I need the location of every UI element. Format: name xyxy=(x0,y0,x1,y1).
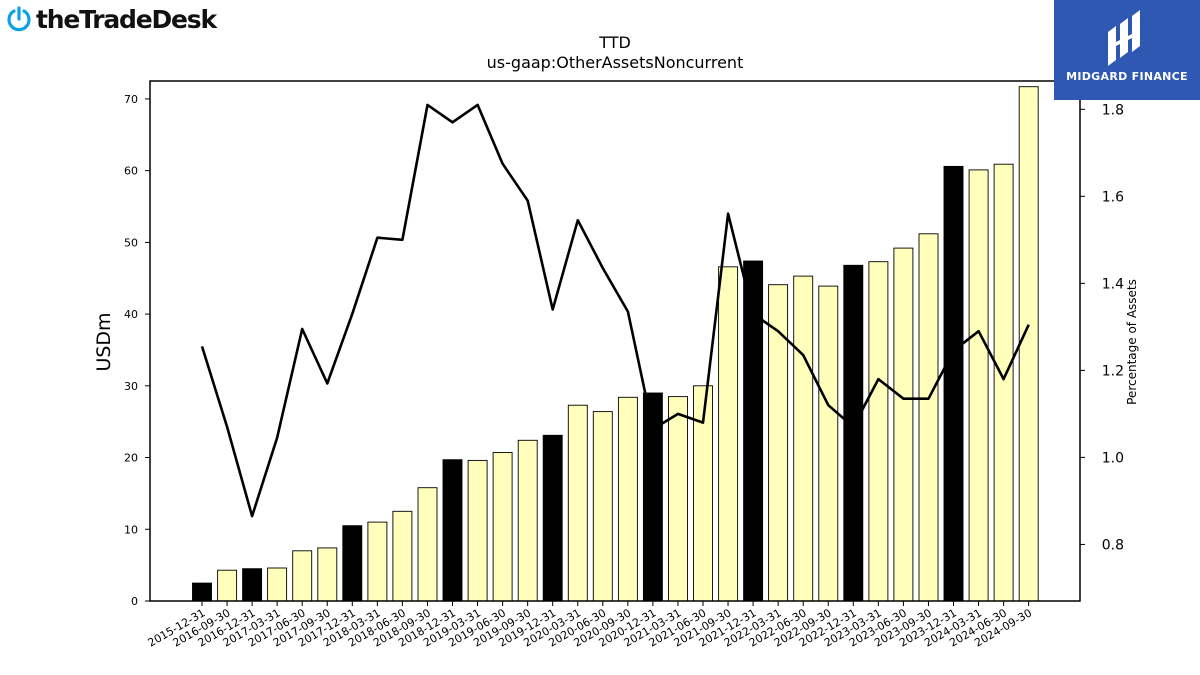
y-tick-label: 50 xyxy=(124,236,138,249)
bar-2018-03-31 xyxy=(367,521,388,602)
midgard-logo-icon xyxy=(1108,10,1140,66)
bar-2018-12-31 xyxy=(442,459,463,602)
badge-label: MIDGARD FINANCE xyxy=(1066,70,1188,83)
y-tick-label: 20 xyxy=(124,452,138,465)
bar-2020-03-31 xyxy=(567,404,588,602)
bar-2020-09-30 xyxy=(617,396,638,602)
bar-2017-12-31 xyxy=(342,525,363,602)
bar-2015-12-31 xyxy=(192,582,212,602)
bar-2021-03-31 xyxy=(668,396,688,602)
x-axis: 2015-12-312016-09-302016-12-312017-03-31… xyxy=(146,601,1034,650)
bar-series xyxy=(192,86,1039,602)
bar-2024-03-31 xyxy=(968,169,989,602)
y2-tick-label: 1.4 xyxy=(1102,276,1124,292)
bar-2022-06-30 xyxy=(793,275,814,602)
plot-frame xyxy=(149,80,1081,602)
y-tick-label: 30 xyxy=(124,380,138,393)
percentage-line xyxy=(200,103,1030,518)
y-axis-right: 0.8 1.0 1.2 1.4 1.6 1.8 xyxy=(1080,102,1124,553)
y-tick-label: 70 xyxy=(124,93,138,106)
y-axis-label-right: Percentage of Assets xyxy=(1125,279,1139,405)
bar-2018-06-30 xyxy=(392,510,413,602)
y-axis-left: 0 10 20 30 40 50 60 70 xyxy=(124,93,150,608)
y2-tick-label: 1.6 xyxy=(1102,189,1124,205)
y2-tick-label: 1.8 xyxy=(1102,102,1124,118)
bar-2016-12-31 xyxy=(242,568,263,602)
y-tick-label: 60 xyxy=(124,165,138,178)
y-tick-label: 10 xyxy=(124,523,138,536)
bar-2017-03-31 xyxy=(267,567,288,602)
chart-title: TTD xyxy=(598,33,631,52)
bar-2023-06-30 xyxy=(893,247,914,602)
bar-2020-06-30 xyxy=(592,411,613,602)
bar-2019-12-31 xyxy=(542,434,563,602)
chart-subtitle: us-gaap:OtherAssetsNoncurrent xyxy=(487,53,744,72)
bar-2022-12-31 xyxy=(843,264,864,602)
y-tick-label: 40 xyxy=(124,308,138,321)
bar-2023-03-31 xyxy=(868,261,889,602)
y-tick-label: 0 xyxy=(131,595,138,608)
bar-2019-06-30 xyxy=(492,452,513,602)
bar-2023-09-30 xyxy=(918,233,939,602)
bar-2021-09-30 xyxy=(718,266,739,602)
bar-2018-09-30 xyxy=(417,487,438,602)
bar-2022-09-30 xyxy=(818,285,839,602)
bar-2019-09-30 xyxy=(517,439,538,602)
bar-2024-06-30 xyxy=(993,163,1014,602)
bar-2023-12-31 xyxy=(943,165,964,602)
bar-2017-09-30 xyxy=(317,547,338,602)
bar-2019-03-31 xyxy=(467,459,488,602)
y2-tick-label: 0.8 xyxy=(1102,537,1124,553)
bar-2017-06-30 xyxy=(292,550,313,602)
y2-tick-label: 1.0 xyxy=(1102,450,1124,466)
trade-desk-logo: theTradeDesk xyxy=(6,4,217,34)
midgard-finance-badge: MIDGARD FINANCE xyxy=(1054,0,1200,100)
y2-tick-label: 1.2 xyxy=(1102,363,1124,379)
brand-name: theTradeDesk xyxy=(36,4,217,34)
power-clock-icon xyxy=(7,6,31,32)
y-axis-label-left: USDm xyxy=(93,312,115,371)
bar-2016-09-30 xyxy=(217,569,238,602)
bar-2024-09-30 xyxy=(1018,86,1039,602)
